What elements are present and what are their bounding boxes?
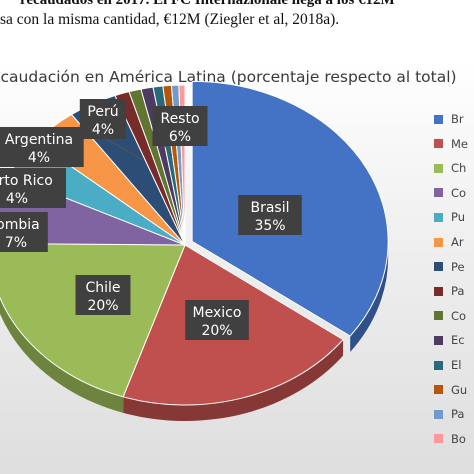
data-label-value: 20% xyxy=(201,323,232,339)
leader-line xyxy=(102,136,144,161)
legend-swatch xyxy=(434,335,443,345)
document-line-1: recaudados en 2017. El FC Internazionale… xyxy=(20,0,395,8)
legend-item: Bo xyxy=(434,430,466,448)
legend-swatch xyxy=(434,311,443,321)
legend-label: Pe xyxy=(451,259,465,274)
document-line-2: sa con la misma cantidad, €12M (Ziegler … xyxy=(0,11,340,28)
data-label-value: 7% xyxy=(5,235,27,251)
legend-label: Pu xyxy=(451,210,466,225)
data-label-box xyxy=(0,212,48,252)
legend-swatch xyxy=(434,139,443,149)
pie-slice-side-brasil xyxy=(350,241,389,352)
legend-swatch xyxy=(434,434,443,444)
legend-swatch xyxy=(434,409,443,419)
legend-item: Gu xyxy=(434,381,467,399)
legend-label: El xyxy=(451,358,462,372)
legend-label: Co xyxy=(451,308,467,323)
data-label-perú: Perú 4% xyxy=(79,99,127,139)
data-label-mexico: Mexico 20% xyxy=(185,300,249,340)
legend-label: Ec xyxy=(451,333,465,348)
data-label-name: Brasil xyxy=(250,200,289,216)
legend-label: Ar xyxy=(451,235,464,249)
data-label-box xyxy=(152,106,208,146)
data-label-name: Perú xyxy=(87,104,118,120)
data-label-value: 4% xyxy=(6,191,28,207)
legend-item: Ec xyxy=(434,331,465,349)
legend-swatch xyxy=(434,360,443,370)
pie-slice-chile xyxy=(0,243,186,398)
data-label-name: Mexico xyxy=(193,305,242,321)
legend-label: Pa xyxy=(451,407,465,422)
legend-label: Bo xyxy=(451,431,466,446)
legend-item: Pa xyxy=(434,282,464,300)
data-label-value: 6% xyxy=(169,129,191,145)
data-label-value: 4% xyxy=(28,150,50,166)
data-label-resto: Resto 6% xyxy=(152,106,208,146)
legend-item: Ch xyxy=(434,159,466,177)
data-label-box xyxy=(0,168,66,208)
data-label-box xyxy=(75,275,131,315)
chart-title: ecaudación en América Latina (porcentaje… xyxy=(0,68,457,86)
legend-label: Gu xyxy=(451,382,468,397)
data-label-lombia: lombia 7% xyxy=(0,212,48,252)
legend-swatch xyxy=(434,163,443,173)
document-text: recaudados en 2017. El FC Internazionale… xyxy=(0,0,474,40)
legend-item: Pe xyxy=(434,258,465,276)
legend-swatch xyxy=(434,262,443,272)
legend-swatch xyxy=(434,237,443,247)
legend-label: Pa xyxy=(451,284,465,299)
data-label-name: lombia xyxy=(0,217,40,233)
legend-item: Ar xyxy=(434,233,464,251)
data-label-box xyxy=(0,127,84,167)
data-label-argentina: Argentina 4% xyxy=(0,127,84,167)
legend-swatch xyxy=(434,385,443,395)
data-label-name: Chile xyxy=(85,280,120,296)
legend-swatch xyxy=(434,188,443,198)
legend-item: El xyxy=(434,356,461,374)
legend-swatch xyxy=(434,114,443,124)
data-label-brasil: Brasil 35% xyxy=(238,195,302,235)
legend-item: Br xyxy=(434,110,464,128)
legend-label: Br xyxy=(451,112,464,126)
data-label-name: uerto Rico xyxy=(0,173,53,189)
legend-item: Co xyxy=(434,184,466,202)
pie-slice-side-chile xyxy=(0,297,124,413)
data-label-value: 20% xyxy=(87,298,118,314)
data-label-uerto-rico: uerto Rico 4% xyxy=(0,168,66,208)
data-label-name: Resto xyxy=(160,111,199,127)
legend-item: Me xyxy=(434,135,468,153)
data-label-value: 4% xyxy=(92,122,114,138)
data-label-box xyxy=(238,195,302,235)
legend-item: Co xyxy=(434,307,466,325)
legend-item: Pa xyxy=(434,405,464,423)
legend-swatch xyxy=(434,286,443,296)
legend-label: Co xyxy=(451,185,467,200)
data-label-box xyxy=(79,99,127,139)
legend-item: Pu xyxy=(434,208,465,226)
legend-swatch xyxy=(434,212,443,222)
pie-slice-side-mexico xyxy=(123,339,344,421)
legend-label: Ch xyxy=(451,161,467,176)
data-label-value: 35% xyxy=(254,218,285,234)
data-label-box xyxy=(185,300,249,340)
chart-legend: Br Me Ch Co Pu Ar Pe Pa Co Ec El Gu Pa Bo xyxy=(434,110,474,474)
data-label-name: Argentina xyxy=(5,132,73,148)
legend-label: Me xyxy=(451,136,468,151)
data-label-chile: Chile 20% xyxy=(75,275,131,315)
